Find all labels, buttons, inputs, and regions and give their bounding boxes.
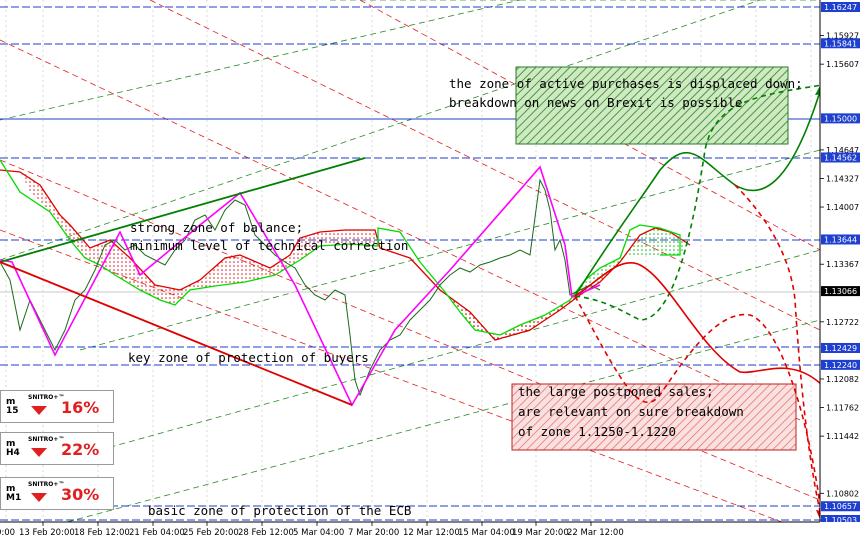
price-axis: 1.15927 1.15607 1.14647 1.14327 1.14007 1.133… xyxy=(819,0,860,525)
y-tick-label: 1.11442 xyxy=(826,432,859,441)
level-label-bg xyxy=(821,152,860,163)
level-label-bg xyxy=(821,38,860,49)
signal-percent: 22% xyxy=(61,440,100,459)
annotation-texts: the zone of active purchases is displace… xyxy=(128,76,803,518)
y-tick-label: 1.14327 xyxy=(826,174,859,183)
balance-zone-line1: strong zone of balance; xyxy=(130,220,303,235)
brand-label: SNITRO+™ xyxy=(28,436,65,443)
down-arrow-icon xyxy=(31,448,47,457)
y-tick-label: 1.14007 xyxy=(826,203,859,212)
level-label-bg xyxy=(821,2,860,12)
uptrend-channel-lines xyxy=(0,0,821,540)
y-tick-label: 1.12722 xyxy=(826,318,859,327)
x-tick-label: 15 Mar 04:00 xyxy=(458,528,515,538)
y-tick-label: 1.11762 xyxy=(826,404,859,413)
y-tick-label: 1.12082 xyxy=(826,375,859,384)
purchase-zone-box xyxy=(515,66,789,145)
timeframe-label: m H4 xyxy=(6,439,20,458)
purchase-zone-line1: the zone of active purchases is displace… xyxy=(449,76,803,91)
level-label-bg xyxy=(821,515,860,525)
level-label: 1.10657 xyxy=(824,502,857,511)
level-label: 1.14562 xyxy=(824,153,857,162)
signal-percent: 30% xyxy=(61,485,100,504)
level-label: 1.15000 xyxy=(824,114,857,123)
brand-label: SNITRO+™ xyxy=(28,481,65,488)
balance-zone-line2: minimum level of technical correction xyxy=(130,238,408,253)
downtrend-line xyxy=(0,261,353,406)
sales-zone-line3: of zone 1.1250-1.1220 xyxy=(518,424,676,439)
x-tick-label: 28 Feb 12:00 xyxy=(238,528,294,538)
buyers-zone-label: key zone of protection of buyers xyxy=(128,350,369,365)
down-arrow-icon xyxy=(31,406,47,415)
signal-percent: 16% xyxy=(61,398,100,417)
x-tick-label: 21 Feb 04:00 xyxy=(129,528,185,538)
level-label: 1.10503 xyxy=(824,516,857,525)
y-tick-label: 1.15607 xyxy=(826,60,859,69)
level-label-bg xyxy=(821,359,860,370)
x-tick-label: 0:00 xyxy=(0,528,15,538)
level-label: 1.13066 xyxy=(824,287,857,296)
x-tick-label: 25 Feb 20:00 xyxy=(183,528,239,538)
level-label: 1.16247 xyxy=(824,3,857,12)
level-label-bg xyxy=(821,113,860,124)
x-tick-label: 19 Mar 20:00 xyxy=(512,528,569,538)
y-tick-label: 1.13367 xyxy=(826,260,859,269)
brand-label: SNITRO+™ xyxy=(28,394,65,401)
sales-zone-line1: the large postponed sales; xyxy=(518,384,714,399)
level-label: 1.13644 xyxy=(824,235,857,244)
level-label: 1.12429 xyxy=(824,344,857,353)
timeframe-label: m 15 xyxy=(6,397,19,416)
x-tick-label: 7 Mar 20:00 xyxy=(348,528,399,538)
price-candles xyxy=(0,178,601,397)
y-tick-label: 1.14647 xyxy=(826,146,859,155)
sales-zone-line2: are relevant on sure breakdown xyxy=(518,404,744,419)
ecb-zone-label: basic zone of protection of the ECB xyxy=(148,503,411,518)
level-label-bg xyxy=(821,286,860,297)
x-tick-label: 12 Mar 12:00 xyxy=(403,528,460,538)
level-label: 1.12240 xyxy=(824,361,857,370)
level-label: 1.15841 xyxy=(824,39,857,48)
signal-widget-h4[interactable]: m H4 SNITRO+™ 22% xyxy=(0,432,114,465)
timeframe-label: m M1 xyxy=(6,484,22,503)
x-tick-label: 22 Mar 12:00 xyxy=(567,528,624,538)
level-label-bg xyxy=(821,234,860,245)
y-tick-label: 1.10802 xyxy=(826,489,859,498)
signal-widget-m1[interactable]: m M1 SNITRO+™ 30% xyxy=(0,477,114,510)
x-tick-label: 13 Feb 20:00 xyxy=(19,528,75,538)
sales-zone-box xyxy=(511,383,797,451)
purchase-zone-line2: breakdown on news on Brexit is possible xyxy=(449,95,743,110)
x-tick-label: 5 Mar 04:00 xyxy=(293,528,344,538)
level-label-bg xyxy=(821,501,860,512)
zigzag-line xyxy=(0,165,601,407)
y-tick-label: 1.15927 xyxy=(826,32,859,41)
signal-widget-m15[interactable]: m 15 SNITRO+™ 16% xyxy=(0,390,114,423)
uptrend-line xyxy=(0,157,366,263)
down-arrow-icon xyxy=(31,493,47,502)
level-label-bg xyxy=(821,342,860,353)
forecast-paths xyxy=(574,84,823,521)
x-tick-label: 18 Feb 12:00 xyxy=(74,528,130,538)
